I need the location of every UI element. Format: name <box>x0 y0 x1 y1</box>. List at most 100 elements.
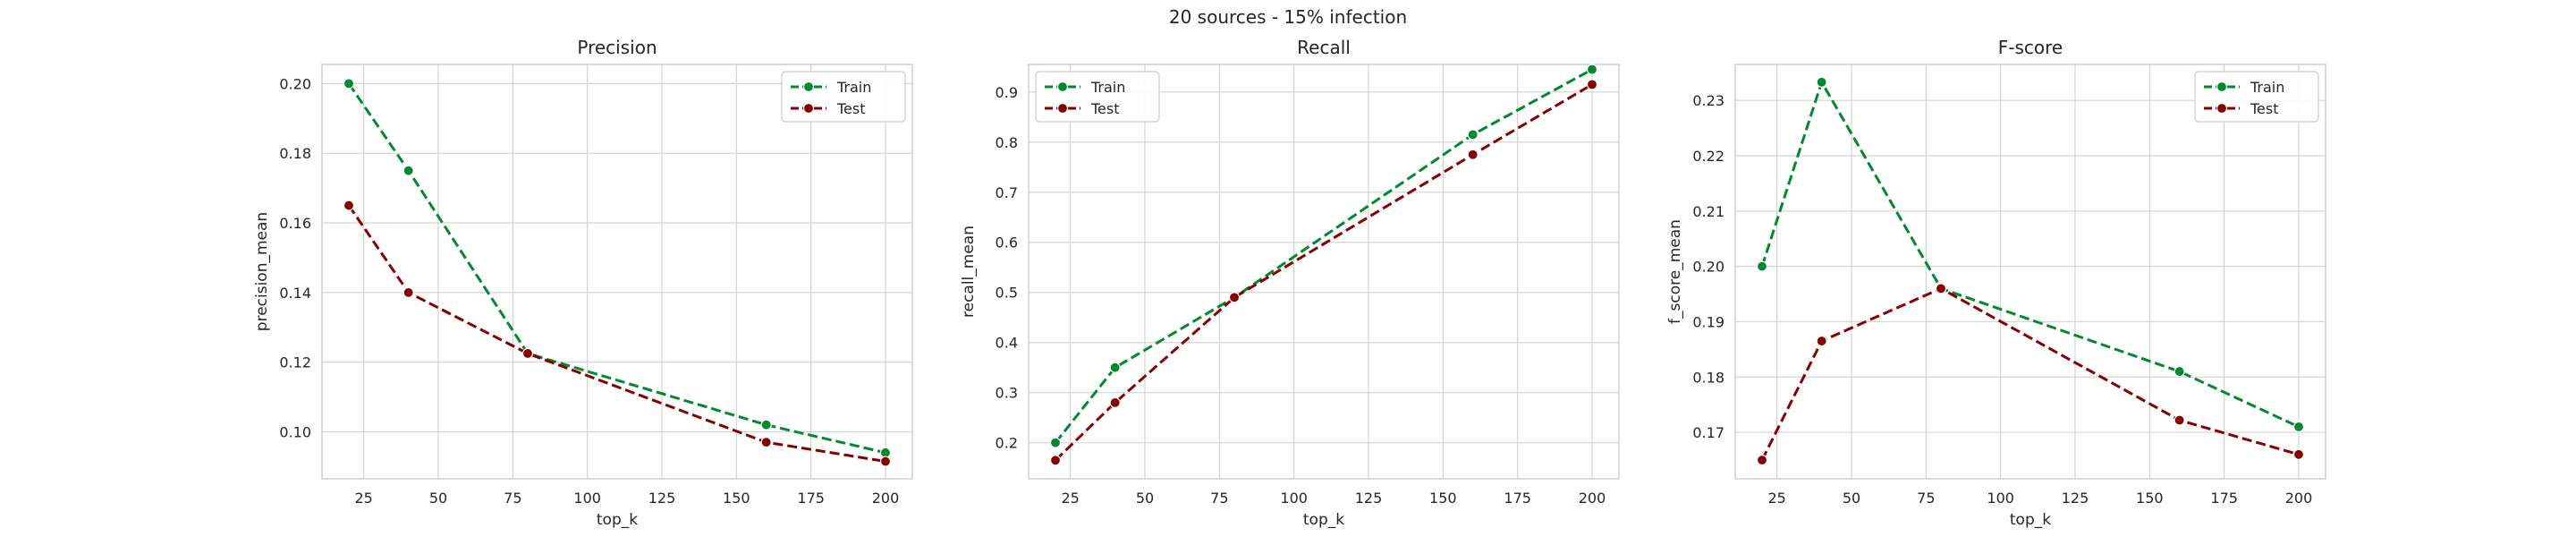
legend-label: Train <box>1090 79 1125 96</box>
legend-marker <box>2216 81 2228 93</box>
x-tick-label: 25 <box>1767 490 1785 507</box>
series-line <box>347 82 886 455</box>
y-axis-label: precision_mean <box>253 212 271 331</box>
x-tick-label: 150 <box>2136 490 2164 507</box>
legend-label: Test <box>836 100 866 117</box>
chart-3: 25 50 75 100 125 150 175 200 0.17 0.18 0.19 0.20 0.2… <box>1666 37 2326 529</box>
data-point <box>1586 64 1598 75</box>
legend: Train Test <box>1035 71 1160 123</box>
y-tick-label: 0.7 <box>996 184 1018 201</box>
chart-title: Recall <box>1297 37 1351 58</box>
data-point <box>1109 362 1121 373</box>
plot-frame <box>1028 64 1620 480</box>
y-tick-label: 0.14 <box>279 285 311 302</box>
x-tick-label: 175 <box>1504 490 1531 507</box>
x-tick-label: 125 <box>648 490 676 507</box>
x-axis-label: top_k <box>1303 511 1344 529</box>
data-point <box>343 200 355 211</box>
y-tick-label: 0.18 <box>1692 369 1724 386</box>
y-tick-label: 0.23 <box>1692 92 1724 109</box>
data-point <box>402 165 414 176</box>
y-tick-label: 0.12 <box>279 354 311 371</box>
gridlines <box>1735 64 2326 479</box>
legend-marker <box>1056 81 1069 93</box>
legend-marker <box>802 102 815 115</box>
gridlines <box>1029 64 1619 479</box>
data-point <box>2174 414 2185 426</box>
y-tick-label: 0.16 <box>279 215 311 232</box>
gridlines <box>322 64 912 479</box>
x-tick-label: 50 <box>1136 490 1154 507</box>
x-tick-label: 150 <box>1429 490 1457 507</box>
y-tick-label: 0.17 <box>1692 424 1724 441</box>
y-tick-label: 0.20 <box>1692 259 1724 276</box>
y-tick-label: 0.3 <box>996 385 1018 402</box>
y-tick-label: 0.21 <box>1692 203 1724 220</box>
y-tick-label: 0.10 <box>279 423 311 440</box>
y-tick-label: 0.6 <box>996 234 1018 251</box>
x-tick-label: 75 <box>504 490 521 507</box>
legend-marker <box>2216 102 2228 115</box>
plot-frame <box>1734 64 2326 480</box>
data-point <box>402 286 414 298</box>
x-tick-label: 200 <box>872 490 900 507</box>
data-point <box>1228 292 1241 303</box>
series-train <box>343 78 892 458</box>
data-point <box>1109 396 1121 409</box>
data-point <box>760 419 772 430</box>
series-line <box>1054 83 1593 462</box>
data-point <box>1467 149 1479 160</box>
x-tick-label: 50 <box>429 490 447 507</box>
y-tick-label: 0.2 <box>996 435 1018 452</box>
series-test <box>1756 283 2305 466</box>
legend-marker <box>802 81 815 93</box>
y-tick-label: 0.22 <box>1692 148 1724 165</box>
x-tick-label: 150 <box>723 490 750 507</box>
x-tick-label: 100 <box>1987 490 2014 507</box>
x-tick-label: 100 <box>1280 490 1308 507</box>
x-tick-label: 200 <box>2285 490 2313 507</box>
chart-title: Precision <box>577 37 657 58</box>
data-point <box>1816 335 1827 347</box>
data-point <box>343 78 355 90</box>
series-line <box>347 204 886 464</box>
x-tick-label: 25 <box>354 490 372 507</box>
x-tick-label: 25 <box>1061 490 1079 507</box>
data-point <box>1586 79 1598 90</box>
y-tick-label: 0.18 <box>279 145 311 162</box>
series-train <box>1756 76 2305 432</box>
y-tick-label: 0.9 <box>996 84 1018 101</box>
chart-title: F-score <box>1998 37 2063 58</box>
legend: Train Test <box>2194 71 2319 123</box>
series-test <box>1049 79 1598 466</box>
chart-1: 25 50 75 100 125 150 175 200 0.10 0.12 0.14 0.16 0.1… <box>253 37 913 529</box>
data-point <box>1049 455 1062 466</box>
y-tick-label: 0.4 <box>996 335 1018 352</box>
legend-label: Train <box>2250 79 2284 96</box>
data-point <box>2292 421 2305 432</box>
data-point <box>1756 260 1768 272</box>
legend-label: Test <box>2250 100 2279 117</box>
data-point <box>1816 76 1827 88</box>
data-point <box>521 347 534 360</box>
x-tick-label: 125 <box>1355 490 1383 507</box>
data-point <box>760 437 772 448</box>
series-test <box>343 200 892 467</box>
y-axis-label: f_score_mean <box>1666 219 1684 324</box>
charts-container: 25 50 75 100 125 150 175 200 0.10 0.12 0.14 0.16 0.1… <box>253 37 2326 529</box>
x-tick-label: 175 <box>797 490 825 507</box>
y-tick-label: 0.19 <box>1692 313 1724 330</box>
y-tick-label: 0.20 <box>279 75 311 92</box>
plot-frame <box>321 64 913 480</box>
chart-2: 25 50 75 100 125 150 175 200 0.2 0.3 0.4 0.5 0.6 0.7 0… <box>960 37 1620 529</box>
x-axis-label: top_k <box>597 511 638 529</box>
y-tick-label: 0.8 <box>996 134 1018 151</box>
x-tick-label: 100 <box>573 490 601 507</box>
y-tick-label: 0.5 <box>996 285 1018 302</box>
legend-label: Train <box>836 79 871 96</box>
legend: Train Test <box>781 71 906 123</box>
legend-label: Test <box>1090 100 1120 117</box>
legend-marker <box>1056 102 1069 115</box>
x-tick-label: 50 <box>1843 490 1860 507</box>
